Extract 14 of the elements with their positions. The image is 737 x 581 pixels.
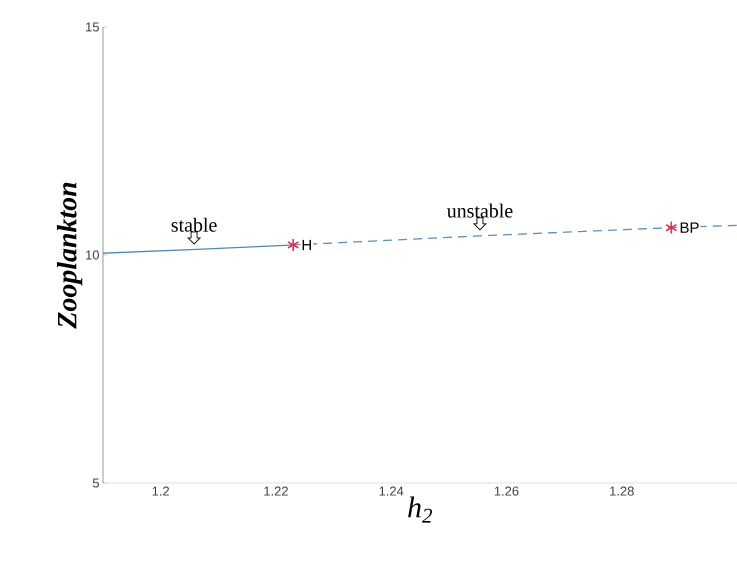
x-tick-label: 1.2 (152, 486, 169, 496)
series-label: H (302, 240, 311, 250)
series-label: BP (680, 222, 699, 233)
y-tick-label: 5 (92, 478, 99, 488)
y-axis-title: Zooplankton (56, 182, 82, 329)
y-tick-label: 10 (86, 250, 99, 260)
annotation: unstable (447, 204, 512, 218)
annotation: stable (172, 218, 217, 232)
x-tick-label: 1.22 (264, 486, 288, 496)
x-tick-label: 1.28 (610, 486, 634, 496)
x-tick-label: 1.26 (494, 486, 518, 496)
x-axis-title: h$_{2}$ (408, 496, 432, 523)
y-tick-label: 15 (86, 22, 99, 32)
x-tick-label: 1.24 (380, 486, 404, 496)
